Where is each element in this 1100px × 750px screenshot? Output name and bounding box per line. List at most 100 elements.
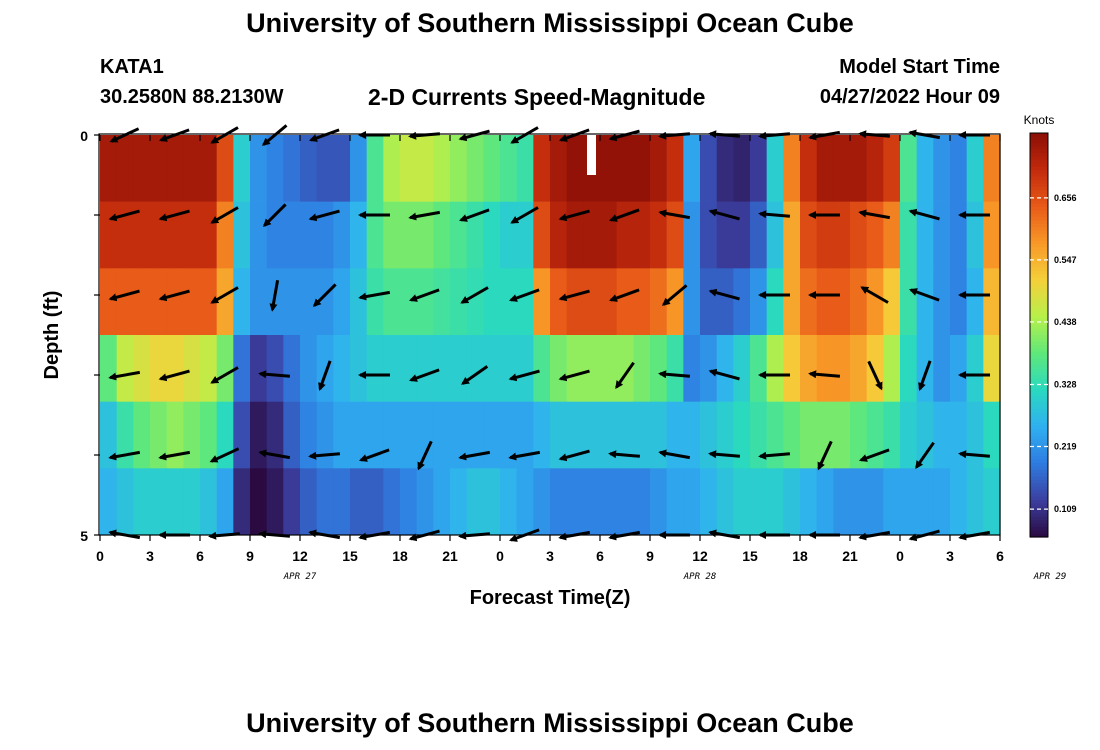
heatmap-cell: [850, 201, 868, 269]
colorbar-segment: [1030, 200, 1048, 205]
heatmap-cell: [466, 401, 484, 469]
current-vector-arrow: [758, 210, 791, 219]
current-vector-arrow: [318, 360, 332, 391]
colorbar-tick-label: 0.547: [1054, 255, 1077, 265]
heatmap-cell: [266, 401, 284, 469]
heatmap-cell: [583, 335, 601, 402]
current-vector-arrow: [458, 450, 491, 461]
heatmap-cell: [533, 268, 551, 336]
colorbar-segment: [1030, 297, 1048, 302]
heatmap-cell: [150, 468, 168, 536]
heatmap-cell: [633, 335, 651, 402]
colorbar-segment: [1030, 432, 1048, 437]
heatmap-cell: [550, 135, 568, 202]
x-tick-label: 18: [392, 548, 408, 564]
heatmap-cell: [533, 335, 551, 402]
colorbar-segment: [1030, 234, 1048, 238]
colorbar-segment: [1030, 207, 1048, 212]
heatmap-cell: [800, 135, 818, 202]
colorbar-tick-label: 0.656: [1054, 193, 1077, 203]
heatmap-cell: [566, 468, 584, 536]
heatmap-cell: [383, 135, 401, 202]
colorbar-segment: [1030, 486, 1048, 491]
heatmap-cell: [133, 401, 151, 469]
heatmap-cell: [600, 268, 618, 336]
heatmap-cell: [600, 401, 618, 469]
heatmap-cell: [733, 201, 751, 269]
heatmap-cell: [400, 468, 418, 536]
heatmap-cell: [500, 335, 518, 402]
current-vector-arrow: [308, 209, 340, 222]
date-label: APR 28: [683, 572, 717, 582]
heatmap-cell: [633, 468, 651, 536]
heatmap-cell: [366, 468, 384, 536]
heatmap-cell: [566, 268, 584, 336]
heatmap-cell: [366, 201, 384, 269]
heatmap-cell: [716, 268, 734, 336]
colorbar-segment: [1030, 284, 1048, 289]
heatmap-cell: [816, 135, 834, 202]
heatmap-cell: [766, 335, 784, 402]
heatmap-cell: [916, 135, 934, 202]
heatmap-cell: [816, 201, 834, 269]
colorbar-segment: [1030, 395, 1048, 400]
heatmap-cell: [766, 268, 784, 336]
heatmap-cell: [716, 201, 734, 269]
heatmap-cell: [116, 135, 134, 202]
current-vector-arrow: [210, 366, 239, 384]
colorbar-segment: [1030, 203, 1048, 208]
heatmap-cell: [483, 468, 501, 536]
heatmap-cell: [916, 201, 934, 269]
heatmap-cell: [566, 401, 584, 469]
heatmap-cell: [166, 401, 184, 469]
current-vector-arrow: [808, 130, 841, 141]
heatmap-cell: [300, 335, 318, 402]
heatmap-cell: [383, 201, 401, 269]
heatmap-cell: [233, 201, 251, 269]
heatmap-cell: [700, 201, 718, 269]
y-tick-label: 0: [80, 128, 88, 144]
heatmap-cell: [116, 335, 134, 402]
colorbar-segment: [1030, 217, 1048, 222]
colorbar-segment: [1030, 196, 1048, 201]
heatmap-cell: [383, 401, 401, 469]
colorbar-segment: [1030, 230, 1048, 235]
heatmap-cell: [750, 335, 768, 402]
heatmap-cell: [416, 135, 434, 202]
heatmap-cell: [750, 468, 768, 536]
heatmap-cell: [666, 268, 684, 336]
heatmap-cell: [716, 401, 734, 469]
chart-title: 2-D Currents Speed-Magnitude: [368, 84, 706, 110]
heatmap-cell: [733, 401, 751, 469]
heatmap-cell: [766, 401, 784, 469]
heatmap-cell: [866, 468, 884, 536]
heatmap-cell: [150, 268, 168, 336]
current-vector-arrow: [209, 447, 240, 463]
colorbar-segment: [1030, 183, 1048, 188]
heatmap-cell: [100, 335, 118, 402]
heatmap-cell: [366, 135, 384, 202]
colorbar-segment: [1030, 365, 1048, 370]
heatmap-cell: [500, 135, 518, 202]
current-vector-arrow: [409, 368, 440, 382]
heatmap-cell: [100, 135, 118, 202]
current-vector-arrow: [269, 279, 280, 312]
heatmap-cell: [416, 335, 434, 402]
heatmap-cell: [883, 401, 901, 469]
current-vector-arrow: [859, 448, 890, 462]
heatmap-cell: [416, 401, 434, 469]
heatmap-cell: [183, 335, 201, 402]
current-vector-arrow: [108, 209, 140, 222]
heatmap-cell: [150, 401, 168, 469]
heatmap-cell: [283, 335, 301, 402]
heatmap-cell: [583, 268, 601, 336]
heatmap-cell: [983, 468, 1001, 536]
current-vector-arrow: [459, 208, 490, 222]
heatmap-cell: [600, 135, 618, 202]
heatmap-cell: [133, 201, 151, 269]
heatmap-cell: [183, 401, 201, 469]
colorbar-segment: [1030, 520, 1048, 525]
heatmap-cell: [200, 401, 218, 469]
current-vector-arrow: [109, 127, 140, 143]
heatmap-cell: [783, 468, 801, 536]
